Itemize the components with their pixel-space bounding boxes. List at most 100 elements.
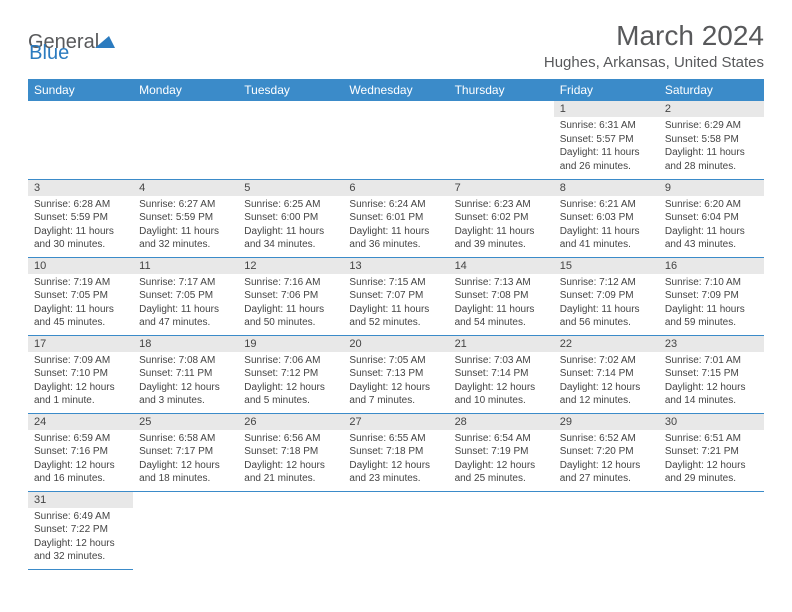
day-sr: Sunrise: 6:23 AM — [455, 198, 548, 212]
day-ss: Sunset: 7:18 PM — [244, 445, 337, 459]
day-details: Sunrise: 6:51 AMSunset: 7:21 PMDaylight:… — [659, 430, 764, 490]
day-ss: Sunset: 7:20 PM — [560, 445, 653, 459]
calendar-day-cell: 25Sunrise: 6:58 AMSunset: 7:17 PMDayligh… — [133, 413, 238, 491]
day-dl: Daylight: 11 hours and 34 minutes. — [244, 225, 337, 252]
calendar-day-cell: 11Sunrise: 7:17 AMSunset: 7:05 PMDayligh… — [133, 257, 238, 335]
day-details: Sunrise: 7:12 AMSunset: 7:09 PMDaylight:… — [554, 274, 659, 334]
day-dl: Daylight: 11 hours and 45 minutes. — [34, 303, 127, 330]
calendar-week-row: 3Sunrise: 6:28 AMSunset: 5:59 PMDaylight… — [28, 179, 764, 257]
day-number: 18 — [133, 336, 238, 352]
calendar-day-cell: 3Sunrise: 6:28 AMSunset: 5:59 PMDaylight… — [28, 179, 133, 257]
day-details: Sunrise: 6:59 AMSunset: 7:16 PMDaylight:… — [28, 430, 133, 490]
day-ss: Sunset: 7:21 PM — [665, 445, 758, 459]
day-ss: Sunset: 7:09 PM — [665, 289, 758, 303]
day-sr: Sunrise: 6:20 AM — [665, 198, 758, 212]
day-dl: Daylight: 11 hours and 56 minutes. — [560, 303, 653, 330]
calendar-day-cell — [449, 101, 554, 179]
day-details: Sunrise: 7:16 AMSunset: 7:06 PMDaylight:… — [238, 274, 343, 334]
day-details: Sunrise: 6:20 AMSunset: 6:04 PMDaylight:… — [659, 196, 764, 256]
day-details: Sunrise: 6:54 AMSunset: 7:19 PMDaylight:… — [449, 430, 554, 490]
calendar-day-cell: 20Sunrise: 7:05 AMSunset: 7:13 PMDayligh… — [343, 335, 448, 413]
day-ss: Sunset: 7:09 PM — [560, 289, 653, 303]
day-details: Sunrise: 6:31 AMSunset: 5:57 PMDaylight:… — [554, 117, 659, 177]
day-number: 30 — [659, 414, 764, 430]
day-details: Sunrise: 7:15 AMSunset: 7:07 PMDaylight:… — [343, 274, 448, 334]
day-dl: Daylight: 11 hours and 39 minutes. — [455, 225, 548, 252]
day-ss: Sunset: 6:00 PM — [244, 211, 337, 225]
day-number: 21 — [449, 336, 554, 352]
day-sr: Sunrise: 6:54 AM — [455, 432, 548, 446]
day-sr: Sunrise: 6:58 AM — [139, 432, 232, 446]
day-dl: Daylight: 11 hours and 50 minutes. — [244, 303, 337, 330]
day-sr: Sunrise: 6:55 AM — [349, 432, 442, 446]
day-dl: Daylight: 11 hours and 52 minutes. — [349, 303, 442, 330]
day-details: Sunrise: 7:09 AMSunset: 7:10 PMDaylight:… — [28, 352, 133, 412]
day-ss: Sunset: 6:04 PM — [665, 211, 758, 225]
day-number: 19 — [238, 336, 343, 352]
day-sr: Sunrise: 6:52 AM — [560, 432, 653, 446]
calendar-day-cell: 6Sunrise: 6:24 AMSunset: 6:01 PMDaylight… — [343, 179, 448, 257]
day-ss: Sunset: 7:13 PM — [349, 367, 442, 381]
day-ss: Sunset: 5:58 PM — [665, 133, 758, 147]
day-number: 10 — [28, 258, 133, 274]
day-ss: Sunset: 7:08 PM — [455, 289, 548, 303]
page-title: March 2024 — [544, 20, 764, 52]
calendar-day-cell: 7Sunrise: 6:23 AMSunset: 6:02 PMDaylight… — [449, 179, 554, 257]
day-number: 14 — [449, 258, 554, 274]
day-sr: Sunrise: 7:19 AM — [34, 276, 127, 290]
day-ss: Sunset: 7:05 PM — [139, 289, 232, 303]
logo-sail-icon — [95, 35, 115, 47]
day-ss: Sunset: 5:59 PM — [139, 211, 232, 225]
day-number: 26 — [238, 414, 343, 430]
header: General Blue March 2024 Hughes, Arkansas… — [28, 20, 764, 71]
day-dl: Daylight: 12 hours and 18 minutes. — [139, 459, 232, 486]
day-details: Sunrise: 7:06 AMSunset: 7:12 PMDaylight:… — [238, 352, 343, 412]
day-number: 3 — [28, 180, 133, 196]
title-block: March 2024 Hughes, Arkansas, United Stat… — [544, 20, 764, 71]
calendar-day-cell: 24Sunrise: 6:59 AMSunset: 7:16 PMDayligh… — [28, 413, 133, 491]
day-ss: Sunset: 7:22 PM — [34, 523, 127, 537]
day-number: 7 — [449, 180, 554, 196]
day-number: 27 — [343, 414, 448, 430]
day-details: Sunrise: 6:29 AMSunset: 5:58 PMDaylight:… — [659, 117, 764, 177]
day-dl: Daylight: 11 hours and 30 minutes. — [34, 225, 127, 252]
day-details: Sunrise: 7:19 AMSunset: 7:05 PMDaylight:… — [28, 274, 133, 334]
day-sr: Sunrise: 7:06 AM — [244, 354, 337, 368]
calendar-day-cell — [28, 101, 133, 179]
calendar-day-cell: 30Sunrise: 6:51 AMSunset: 7:21 PMDayligh… — [659, 413, 764, 491]
calendar-day-cell: 12Sunrise: 7:16 AMSunset: 7:06 PMDayligh… — [238, 257, 343, 335]
weekday-header: Sunday — [28, 79, 133, 101]
day-details: Sunrise: 6:24 AMSunset: 6:01 PMDaylight:… — [343, 196, 448, 256]
calendar-day-cell: 4Sunrise: 6:27 AMSunset: 5:59 PMDaylight… — [133, 179, 238, 257]
day-sr: Sunrise: 6:51 AM — [665, 432, 758, 446]
day-sr: Sunrise: 7:15 AM — [349, 276, 442, 290]
calendar-day-cell — [238, 491, 343, 569]
calendar-day-cell: 27Sunrise: 6:55 AMSunset: 7:18 PMDayligh… — [343, 413, 448, 491]
day-dl: Daylight: 12 hours and 1 minute. — [34, 381, 127, 408]
day-sr: Sunrise: 7:08 AM — [139, 354, 232, 368]
day-dl: Daylight: 12 hours and 29 minutes. — [665, 459, 758, 486]
day-sr: Sunrise: 6:27 AM — [139, 198, 232, 212]
calendar-day-cell — [343, 491, 448, 569]
day-details: Sunrise: 6:23 AMSunset: 6:02 PMDaylight:… — [449, 196, 554, 256]
calendar-table: Sunday Monday Tuesday Wednesday Thursday… — [28, 79, 764, 570]
day-ss: Sunset: 6:01 PM — [349, 211, 442, 225]
calendar-day-cell: 31Sunrise: 6:49 AMSunset: 7:22 PMDayligh… — [28, 491, 133, 569]
day-ss: Sunset: 5:57 PM — [560, 133, 653, 147]
calendar-day-cell — [133, 101, 238, 179]
day-number: 20 — [343, 336, 448, 352]
calendar-day-cell: 21Sunrise: 7:03 AMSunset: 7:14 PMDayligh… — [449, 335, 554, 413]
calendar-day-cell: 22Sunrise: 7:02 AMSunset: 7:14 PMDayligh… — [554, 335, 659, 413]
calendar-day-cell: 15Sunrise: 7:12 AMSunset: 7:09 PMDayligh… — [554, 257, 659, 335]
day-number: 6 — [343, 180, 448, 196]
day-dl: Daylight: 11 hours and 32 minutes. — [139, 225, 232, 252]
day-number: 31 — [28, 492, 133, 508]
day-dl: Daylight: 11 hours and 54 minutes. — [455, 303, 548, 330]
day-ss: Sunset: 7:18 PM — [349, 445, 442, 459]
day-details: Sunrise: 6:56 AMSunset: 7:18 PMDaylight:… — [238, 430, 343, 490]
day-number: 22 — [554, 336, 659, 352]
calendar-day-cell — [554, 491, 659, 569]
day-details: Sunrise: 6:55 AMSunset: 7:18 PMDaylight:… — [343, 430, 448, 490]
calendar-week-row: 24Sunrise: 6:59 AMSunset: 7:16 PMDayligh… — [28, 413, 764, 491]
day-number: 9 — [659, 180, 764, 196]
